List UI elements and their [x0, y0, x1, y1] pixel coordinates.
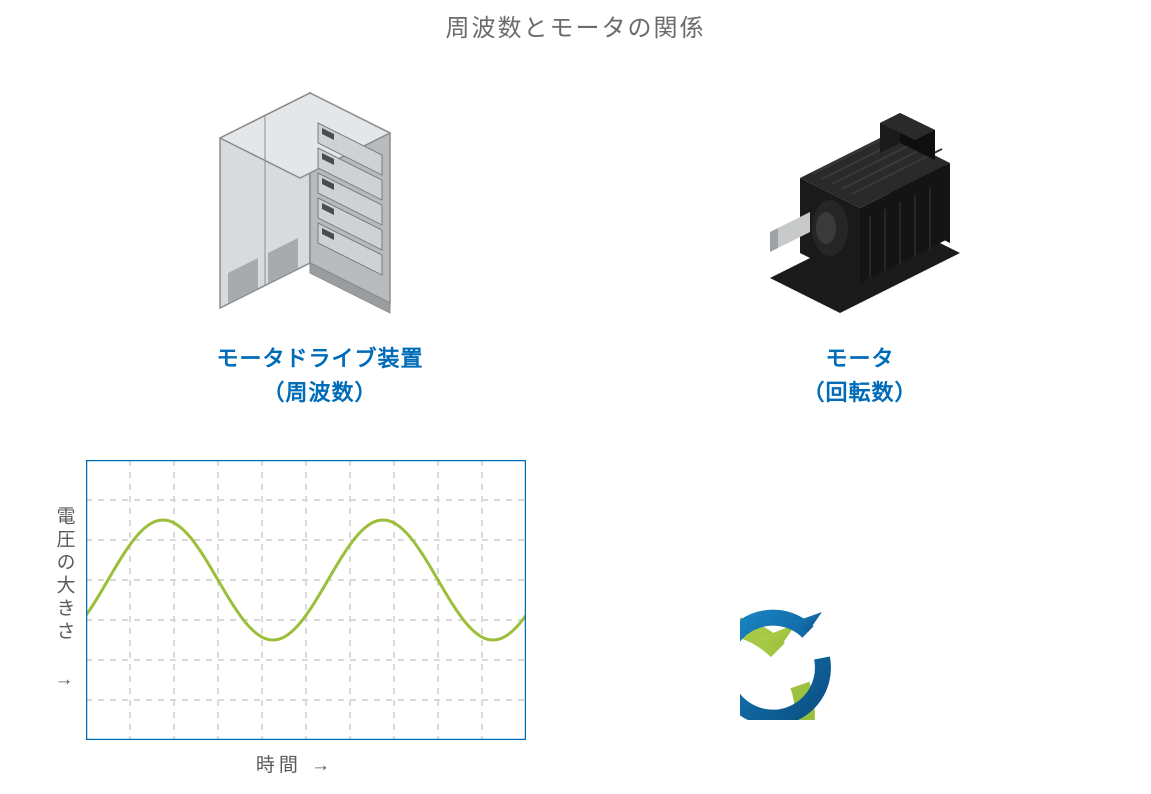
- drive-label: モータドライブ装置 （周波数）: [105, 342, 535, 410]
- drive-column: モータドライブ装置 （周波数）: [105, 78, 535, 410]
- chart-y-axis-label: 電圧の大きさ →: [52, 460, 76, 740]
- rotation-arrows-icon: [740, 500, 960, 720]
- diagram-title: 周波数とモータの関係: [0, 8, 1151, 43]
- motor-icon: [730, 78, 990, 328]
- drive-label-line1: モータドライブ装置: [216, 346, 423, 371]
- motor-column: モータ （回転数）: [645, 78, 1075, 410]
- rotation-indicator: [740, 500, 960, 720]
- drive-cabinet-icon: [190, 78, 450, 328]
- motor-label: モータ （回転数）: [645, 342, 1075, 410]
- motor-label-line1: モータ: [825, 346, 894, 371]
- sine-wave-chart: [86, 460, 526, 740]
- motor-label-line2: （回転数）: [802, 380, 917, 405]
- drive-label-line2: （周波数）: [262, 380, 377, 405]
- chart-x-axis-label: 時間 →: [60, 750, 530, 777]
- frequency-chart: 電圧の大きさ → 時間 →: [60, 460, 530, 790]
